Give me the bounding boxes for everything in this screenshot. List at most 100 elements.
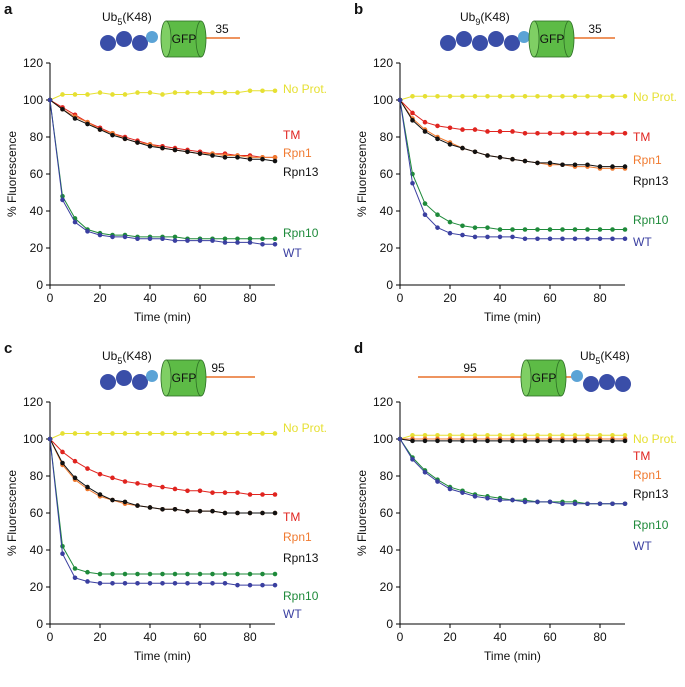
x-tick-label: 0 (47, 291, 54, 305)
gfp-front (160, 20, 172, 58)
data-point (47, 97, 53, 103)
gfp-label: GFP (540, 32, 565, 46)
fit-line (399, 99, 625, 240)
series-label: TM (283, 128, 300, 142)
data-point (572, 438, 578, 444)
data-point (222, 90, 228, 95)
data-point (147, 571, 153, 577)
data-point (197, 488, 203, 494)
data-point (110, 431, 115, 436)
series-label: Rpn13 (283, 165, 319, 179)
construct-suffix: (K48) (122, 10, 151, 24)
x-tick-label: 40 (143, 291, 157, 305)
data-point (272, 571, 278, 577)
x-axis-label: Time (min) (134, 649, 191, 663)
construct-suffix: (K48) (600, 349, 629, 363)
data-point (210, 490, 215, 495)
data-point (510, 497, 515, 503)
data-point (160, 581, 165, 586)
data-point (197, 238, 203, 243)
ubiquitin (132, 374, 148, 390)
y-tick-label: 60 (30, 167, 44, 181)
gfp-end (195, 359, 207, 397)
data-point (460, 223, 465, 229)
ubiquitin (116, 31, 132, 47)
data-point (522, 158, 528, 164)
data-point (97, 492, 103, 497)
data-point (85, 229, 90, 234)
ubiquitin (456, 31, 472, 47)
data-point (497, 438, 503, 444)
data-point (447, 438, 453, 444)
data-point (185, 238, 190, 243)
x-tick-label: 40 (493, 291, 507, 305)
data-point (185, 488, 190, 494)
data-point (472, 438, 478, 444)
data-point (72, 219, 78, 225)
data-point (222, 155, 228, 160)
data-point (485, 94, 490, 99)
data-point (460, 145, 465, 151)
data-point (135, 571, 140, 577)
data-point (447, 486, 453, 492)
ubiquitin (472, 35, 488, 51)
construct-subscript: 5 (117, 356, 122, 366)
ubiquitin (116, 370, 132, 386)
data-point (260, 571, 265, 577)
panel-letter: a (4, 1, 13, 18)
data-point (60, 551, 65, 556)
data-point (435, 433, 440, 438)
data-point (510, 129, 515, 134)
data-point (72, 92, 78, 97)
data-point (122, 581, 128, 586)
ubiquitin-proximal (146, 370, 158, 382)
data-point (197, 90, 203, 95)
data-point (260, 242, 265, 247)
data-point (422, 438, 428, 444)
data-point (172, 147, 178, 153)
x-tick-label: 80 (593, 630, 607, 644)
data-point (135, 581, 140, 586)
ubiquitin (132, 35, 148, 51)
data-point (472, 494, 478, 499)
data-point (272, 431, 278, 436)
y-tick-label: 20 (380, 241, 394, 255)
data-point (622, 227, 628, 232)
data-point (497, 129, 503, 134)
data-point (272, 158, 278, 164)
data-point (497, 234, 503, 240)
data-point (472, 225, 478, 230)
y-tick-label: 120 (23, 395, 43, 409)
construct-subscript: 5 (595, 356, 600, 366)
ubiquitin (504, 35, 520, 51)
data-point (460, 94, 465, 99)
data-point (122, 479, 128, 484)
data-point (122, 571, 128, 577)
x-tick-label: 0 (397, 291, 404, 305)
data-point (572, 94, 578, 99)
data-point (547, 227, 553, 232)
data-point (135, 481, 140, 486)
data-point (160, 431, 165, 436)
construct-subscript: 9 (475, 17, 480, 27)
data-point (185, 581, 190, 586)
construct-label: Ub5(K48) (102, 10, 152, 27)
construct-label: Ub5(K48) (580, 349, 630, 366)
data-point (535, 438, 540, 444)
data-point (85, 121, 90, 127)
data-point (197, 431, 203, 436)
data-point (172, 486, 178, 492)
data-point (135, 236, 140, 242)
data-point (510, 156, 515, 162)
data-point (235, 90, 240, 95)
x-tick-label: 60 (543, 630, 557, 644)
data-point (172, 571, 178, 577)
data-point (110, 132, 115, 138)
data-point (260, 510, 265, 516)
data-point (447, 230, 453, 236)
y-tick-label: 60 (30, 506, 44, 520)
construct-prefix: Ub (460, 10, 476, 24)
data-point (497, 227, 503, 232)
gfp-label: GFP (172, 32, 197, 46)
